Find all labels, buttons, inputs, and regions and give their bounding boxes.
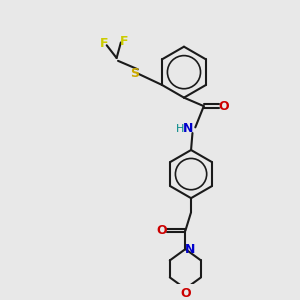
Text: F: F [119,34,128,47]
Text: O: O [157,224,167,237]
Text: S: S [130,67,140,80]
Text: O: O [180,287,191,300]
Text: F: F [100,38,108,50]
Text: H: H [176,124,184,134]
Text: N: N [185,243,196,256]
Text: N: N [183,122,194,135]
Text: O: O [218,100,229,112]
